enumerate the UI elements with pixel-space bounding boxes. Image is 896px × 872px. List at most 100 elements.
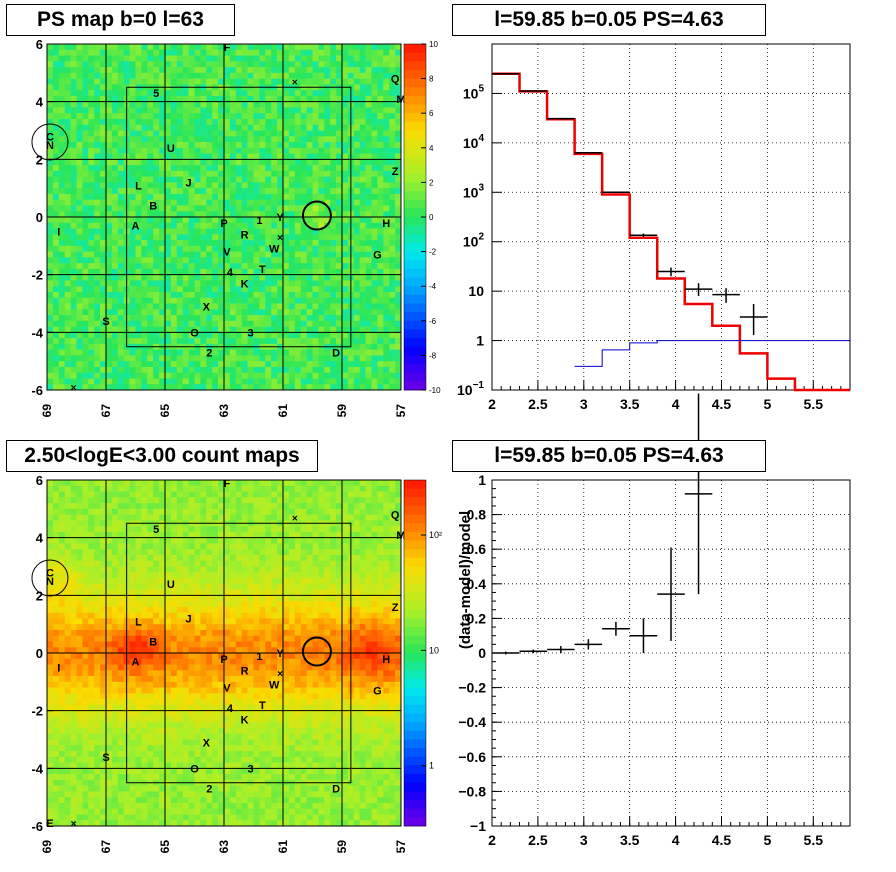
y-tick-label: -4 [31,325,43,340]
plot-frame [491,43,851,391]
y-tick-label: 4 [36,531,44,546]
heatmap-grid [47,44,401,390]
y-tick-label: 105 [463,83,485,101]
source-label: F [224,478,231,490]
source-label: Q [391,510,400,522]
x-tick-label: 5 [763,832,771,848]
source-label: × [277,669,283,680]
source-label: X [203,301,211,313]
y-tick-label: −1 [470,818,486,834]
colorbar-tick-label: -2 [429,248,437,257]
plot-grid [492,44,850,390]
source-label: K [241,278,249,290]
colorbar-tick-label: 10 [429,40,438,49]
roi-box [126,86,352,348]
x-tick-label: 5 [763,396,771,412]
residual-plot: 2 2.5 3 3.5 4 4.5 5 5.5 1 0.8 0.6 0.4 0.2 0 −0.2 −0.4 −0… [457,393,851,848]
target-circle [301,636,332,667]
target-circle [301,200,332,231]
x-tick-label: 59 [335,840,349,854]
source-label: 2 [206,784,212,796]
colorbar-tick-label: -4 [429,282,437,291]
data-point [629,233,658,237]
x-tick-label: 2 [488,832,496,848]
residual-point [657,547,685,641]
source-label: D [332,348,340,360]
y-tick-label: 0.8 [467,507,487,523]
source-label: P [220,218,227,230]
source-label: R [241,665,249,677]
x-tick-label: 63 [217,840,231,854]
source-label: Z [392,166,399,178]
source-label: P [220,654,227,666]
spectrum-title: l=59.85 b=0.05 PS=4.63 [452,4,766,36]
y-tick-label: 10 [468,283,484,299]
source-label: × [292,77,298,88]
source-label: X [203,737,211,749]
y-tick-label: 103 [463,182,485,200]
colorbar-tick-label: 8 [429,75,434,84]
data-point [739,303,768,335]
model-step-line [492,72,850,392]
source-label: C [46,567,54,579]
colorbar-tick-label: 0 [429,213,434,222]
x-tick-label: 5.5 [804,832,824,848]
source-label: × [71,383,77,394]
residual-point [492,651,520,655]
x-tick-label: 57 [394,404,408,418]
roi-box [126,522,352,784]
y-tick-label: 6 [36,473,43,488]
y-tick-label: 2 [36,152,43,167]
x-tick-label: 61 [276,404,290,418]
y-tick-label: -4 [31,761,43,776]
y-tick-label: -6 [31,819,43,834]
x-tick-label: 3.5 [620,832,640,848]
x-tick-label: 2 [488,396,496,412]
plot-grid [492,480,850,826]
colorbar-tick-label: 1 [429,761,434,771]
source-label: D [332,784,340,796]
y-tick-label: 0.6 [467,541,487,557]
data-point [684,283,713,296]
source-label: N [46,140,54,152]
x-tick-label: 2.5 [528,396,548,412]
source-label: O [190,763,199,775]
y-tick-label: −0.8 [458,783,486,799]
source-label: J [186,177,192,189]
source-label: 5 [153,524,159,536]
background-step-line [574,340,850,367]
source-label: Q [391,74,400,86]
x-tick-label: 3.5 [620,396,640,412]
source-label: W [269,244,280,256]
source-label: A [132,221,140,233]
colorbar: 10 8 6 4 2 0 -2 -4 -6 -8 -10 [403,40,441,395]
source-label: I [57,226,60,238]
source-label: 4 [227,267,234,279]
y-tick-label: 4 [36,95,44,110]
x-tick-label: 5.5 [804,396,824,412]
source-label: × [71,819,77,830]
x-tick-label: 4 [672,396,680,412]
data-point [602,191,630,194]
source-label: E [46,818,53,830]
residual-point [519,649,548,653]
source-label: T [259,700,266,712]
y-tick-label: 0 [478,645,486,661]
y-tick-label: 0.2 [467,610,487,626]
x-tick-label: 59 [335,404,349,418]
y-tick-label: -2 [31,704,43,719]
source-label: M [396,94,405,106]
source-label: Z [392,602,399,614]
source-label: T [259,264,266,276]
colorbar: 10² 10 1 [403,479,442,827]
colorbar-tick-label: 4 [429,144,434,153]
source-label: G [373,685,382,697]
source-circle [31,123,69,161]
y-tick-label: 6 [36,37,43,52]
source-label: R [241,229,249,241]
x-tick-label: 3 [580,396,588,412]
source-label: L [135,180,142,192]
source-label: 2 [206,348,212,360]
